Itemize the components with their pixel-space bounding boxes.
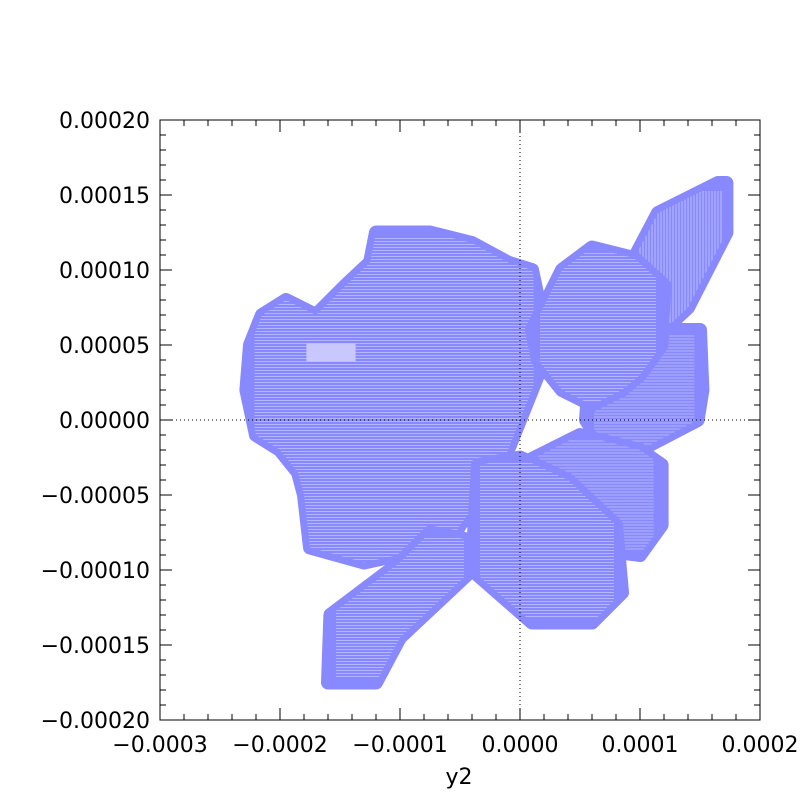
y-tick-label: 0.00000 — [59, 409, 150, 434]
x-tick-label: −0.0002 — [232, 733, 327, 758]
x-tick-label: 0.0001 — [602, 733, 679, 758]
x-axis-label: y2 — [445, 765, 472, 790]
y-tick-label: −0.00020 — [41, 709, 150, 734]
y-tick-label: −0.00010 — [41, 559, 150, 584]
y-tick-label: −0.00005 — [41, 484, 150, 509]
region-main-blob — [239, 225, 549, 577]
y-tick-label: 0.00020 — [59, 109, 150, 134]
axis-ticks — [159, 119, 761, 721]
x-tick-label: −0.0003 — [112, 733, 207, 758]
x-tick-label: −0.0001 — [352, 733, 447, 758]
zero-lines — [160, 120, 760, 720]
tick-labels: −0.0003 −0.0002 −0.0001 0.0000 0.0001 0.0002 −… — [41, 109, 799, 758]
y-tick-label: −0.00015 — [41, 634, 150, 659]
y-tick-label: 0.00015 — [59, 184, 150, 209]
region-center-right-lobe — [525, 240, 671, 412]
region-bottom-center-band — [465, 450, 629, 630]
x-tick-label: 0.0002 — [722, 733, 799, 758]
x-tick-label: 0.0000 — [482, 733, 559, 758]
y-tick-label: 0.00010 — [59, 259, 150, 284]
hatch-bottom-center-band — [480, 463, 614, 617]
data-regions — [239, 176, 734, 690]
highlight-box — [306, 343, 356, 362]
y-tick-label: 0.00005 — [59, 334, 150, 359]
